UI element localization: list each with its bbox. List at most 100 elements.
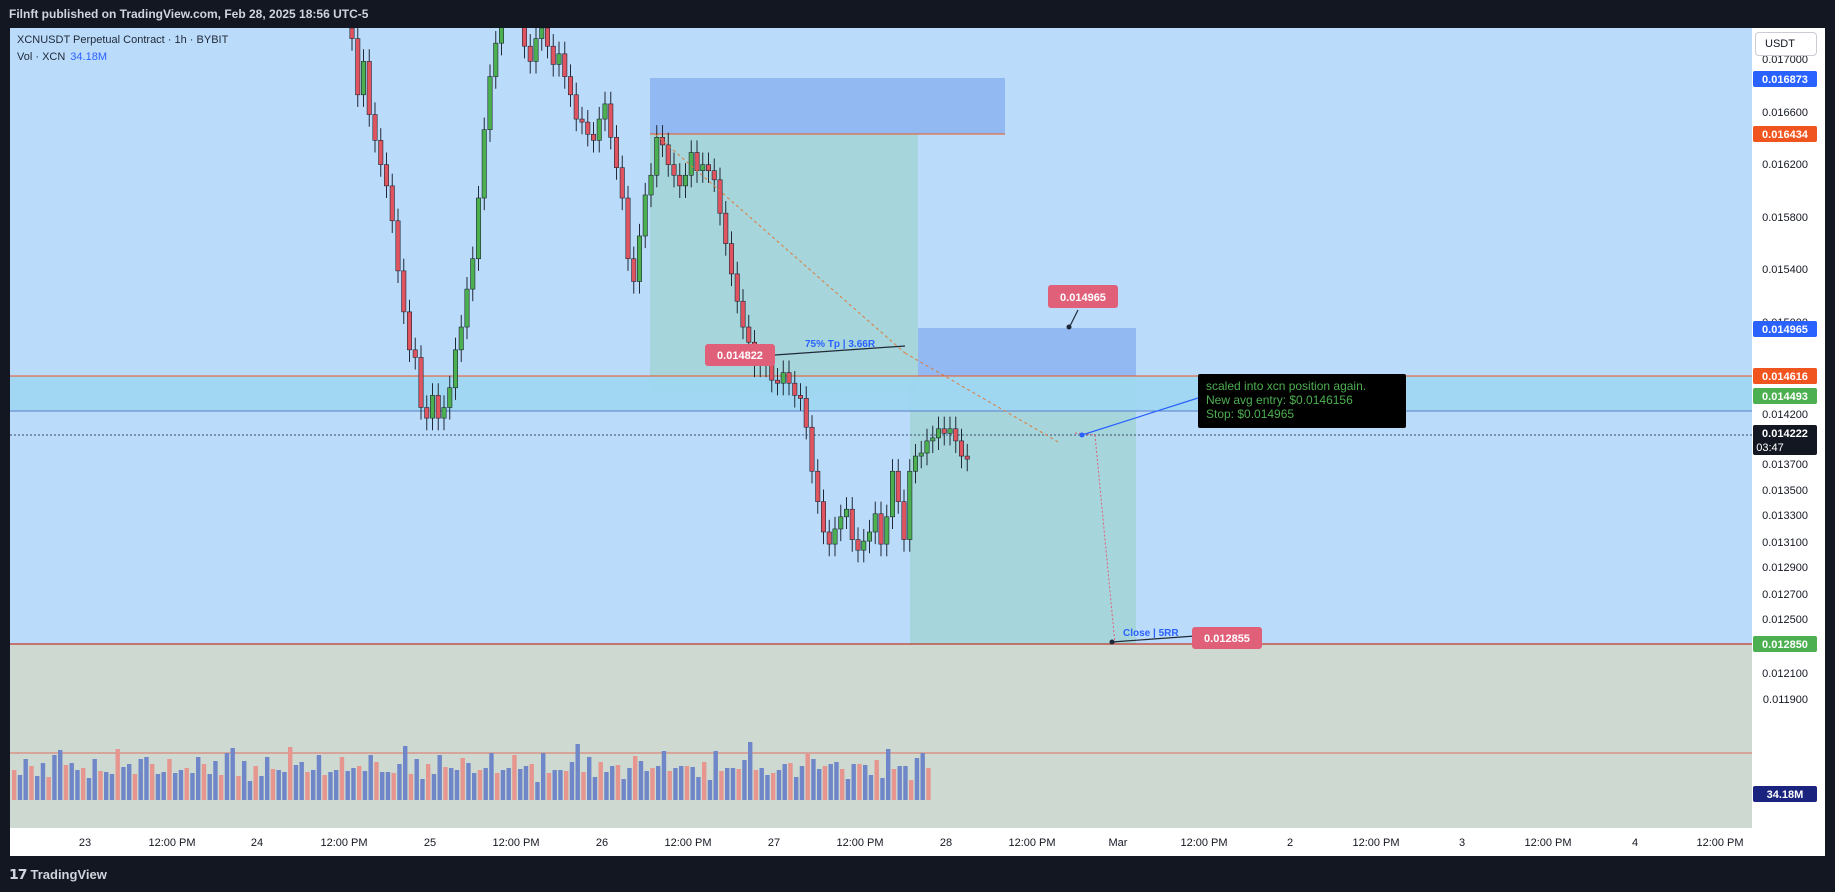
footer-brand[interactable]: TradingView xyxy=(30,866,107,882)
price-tick-label: 0.017000 xyxy=(1762,54,1808,66)
candle-body xyxy=(820,501,826,533)
volume-bar xyxy=(150,764,155,800)
svg-text:0.014965: 0.014965 xyxy=(1762,324,1808,336)
volume-bar xyxy=(121,767,126,800)
candle-body xyxy=(648,174,654,196)
symbol-legend[interactable]: XCNUSDT Perpetual Contract · 1h · BYBIT xyxy=(17,34,229,46)
note-point[interactable] xyxy=(1079,432,1085,438)
axis-price-label[interactable]: 0.014965 xyxy=(1753,321,1817,337)
svg-text:0.016434: 0.016434 xyxy=(1762,129,1809,141)
price-chart[interactable]: 0.014822 0.014965 0.012855 75% Tp | 3.66… xyxy=(0,28,1835,856)
candle-body xyxy=(562,53,568,77)
volume-bar xyxy=(443,767,448,800)
price-tick-label: 0.013100 xyxy=(1762,537,1808,549)
volume-bar xyxy=(132,774,138,800)
axis-price-label[interactable]: 34.18M xyxy=(1753,786,1817,802)
candle-body xyxy=(953,428,959,442)
volume-legend[interactable]: Vol · XCN 34.18M xyxy=(17,51,107,63)
candle-body xyxy=(884,516,890,545)
volume-bar xyxy=(707,780,713,800)
candle-body xyxy=(544,28,550,47)
svg-text:0.012850: 0.012850 xyxy=(1762,639,1808,651)
target-price-label[interactable]: 0.012855 xyxy=(1192,627,1262,649)
volume-bar xyxy=(621,779,626,800)
volume-bar xyxy=(236,776,241,800)
volume-bar xyxy=(460,758,465,800)
position-note[interactable]: scaled into xcn position again. New avg … xyxy=(1198,374,1406,428)
volume-bar xyxy=(357,766,362,800)
volume-bar xyxy=(167,759,172,800)
volume-bar xyxy=(190,773,195,800)
candle-body xyxy=(659,136,665,146)
volume-bar xyxy=(845,779,851,800)
candle-body xyxy=(533,38,539,62)
volume-bar xyxy=(477,770,483,800)
candle-body xyxy=(487,76,493,131)
volume-bar xyxy=(506,768,511,800)
candle-body xyxy=(521,28,527,47)
volume-bar xyxy=(293,765,299,800)
volume-bar xyxy=(863,765,868,800)
axis-price-label[interactable]: 0.014616 xyxy=(1753,368,1817,384)
axis-price-label[interactable]: 0.014493 xyxy=(1753,388,1817,404)
axis-price-label[interactable]: 0.012850 xyxy=(1753,636,1817,652)
volume-bar xyxy=(523,766,529,800)
volume-legend-label: Vol · XCN xyxy=(17,51,66,63)
candle-body xyxy=(424,407,430,419)
volume-bar xyxy=(17,775,23,800)
time-tick-label: 12:00 PM xyxy=(1352,837,1399,849)
candle-body xyxy=(947,428,953,434)
volume-bar xyxy=(489,753,494,800)
volume-bar xyxy=(753,770,759,800)
price-tick-label: 0.016600 xyxy=(1762,107,1808,119)
time-tick-label: 26 xyxy=(596,837,608,849)
time-tick-label: 12:00 PM xyxy=(492,837,539,849)
target-point[interactable] xyxy=(1109,639,1115,645)
candle-body xyxy=(705,164,711,171)
currency-button[interactable]: USDT xyxy=(1755,32,1817,56)
candle-body xyxy=(665,144,671,165)
volume-legend-value: 34.18M xyxy=(70,51,107,63)
volume-bar xyxy=(29,766,34,800)
candle-body xyxy=(717,179,723,214)
time-tick-label: 23 xyxy=(79,837,91,849)
entry-price-label[interactable]: 0.014822 xyxy=(705,344,775,366)
volume-bar xyxy=(328,772,333,800)
candle-body xyxy=(843,508,849,518)
volume-bar xyxy=(569,762,575,800)
price-tick-label: 0.012100 xyxy=(1762,668,1808,680)
close-annotation: Close | 5RR xyxy=(1123,628,1179,639)
volume-bar xyxy=(667,771,672,800)
axis-price-label[interactable]: 0.016434 xyxy=(1753,126,1817,142)
axis-price-label[interactable]: 0.014222 03:47 xyxy=(1753,425,1817,455)
candle-body xyxy=(792,382,798,396)
volume-bar xyxy=(270,769,276,800)
volume-bar xyxy=(276,770,281,800)
volume-bar xyxy=(713,751,718,800)
candle-body xyxy=(475,197,481,260)
time-tick-label: 12:00 PM xyxy=(1524,837,1571,849)
volume-bar xyxy=(437,755,442,800)
candle-body xyxy=(872,513,878,533)
volume-bar xyxy=(351,768,356,800)
volume-bar xyxy=(541,753,546,800)
volume-bar xyxy=(213,761,218,800)
volume-bar xyxy=(725,768,730,800)
stop-price-label[interactable]: 0.014965 xyxy=(1048,285,1118,308)
candle-body xyxy=(625,197,631,260)
candle-body xyxy=(470,258,476,290)
candle-body xyxy=(585,121,591,135)
volume-bar xyxy=(771,773,776,800)
axis-price-label[interactable]: 0.016873 xyxy=(1753,71,1817,87)
time-tick-label: 25 xyxy=(424,837,436,849)
tradingview-logo-icon[interactable]: 𝟭𝟳 xyxy=(9,865,28,882)
volume-bar xyxy=(161,772,166,800)
volume-bar xyxy=(52,755,57,800)
stop-point[interactable] xyxy=(1066,324,1072,330)
volume-bar xyxy=(857,764,862,800)
target-connector xyxy=(1111,635,1196,643)
volume-bar xyxy=(765,775,770,800)
volume-bar xyxy=(201,764,207,800)
volume-bar xyxy=(644,771,649,800)
support-band xyxy=(10,376,1752,411)
